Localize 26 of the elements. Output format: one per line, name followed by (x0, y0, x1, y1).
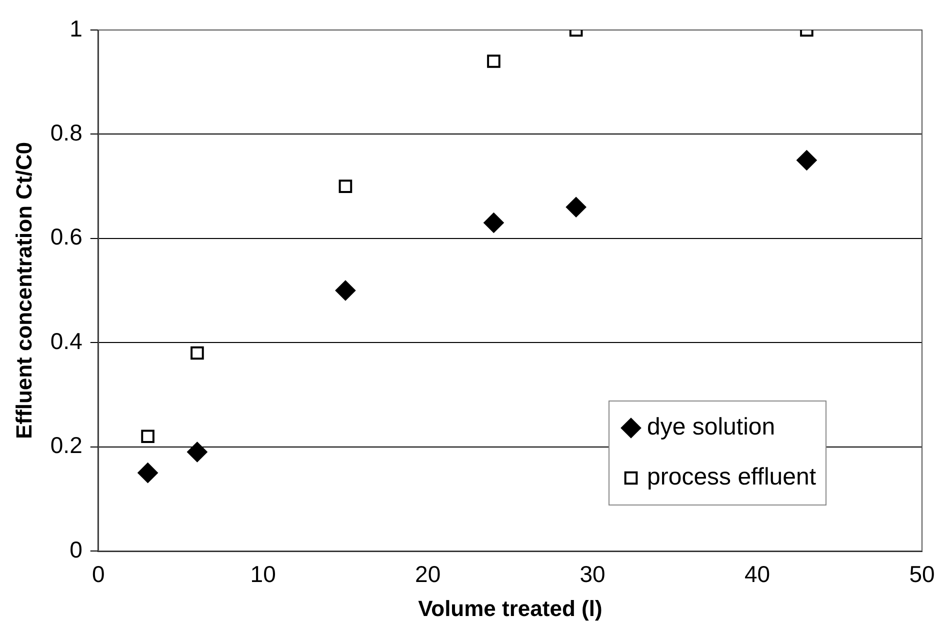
point (796, 150, 817, 170)
y-tick-label: 0.8 (50, 120, 82, 146)
x-axis-title: Volume treated (l) (418, 596, 602, 621)
x-tick-label: 40 (744, 561, 770, 588)
y-axis-title: Effluent concentration Ct/C0 (11, 142, 36, 440)
point (190, 346, 204, 360)
y-tick-label: 0.4 (50, 328, 83, 354)
point (141, 430, 154, 444)
x-tick-label: 50 (909, 561, 935, 588)
legend-label: process effluent (647, 464, 816, 491)
x-tick-label: 30 (580, 561, 606, 588)
point (138, 462, 158, 483)
y-tick-label: 0.2 (50, 432, 82, 458)
point (338, 180, 352, 193)
x-tick-label: 0 (92, 561, 105, 588)
point (484, 212, 504, 233)
legend-label: dye solution (647, 414, 776, 441)
point (566, 197, 586, 218)
y-tick-label: 0.6 (50, 224, 82, 250)
y-tick-label: 0 (70, 536, 82, 562)
point (487, 54, 500, 68)
point (187, 442, 208, 462)
x-tick-label: 10 (250, 561, 276, 588)
x-tick-label: 20 (415, 561, 441, 588)
y-tick-label: 1 (70, 15, 82, 42)
point (335, 280, 356, 300)
